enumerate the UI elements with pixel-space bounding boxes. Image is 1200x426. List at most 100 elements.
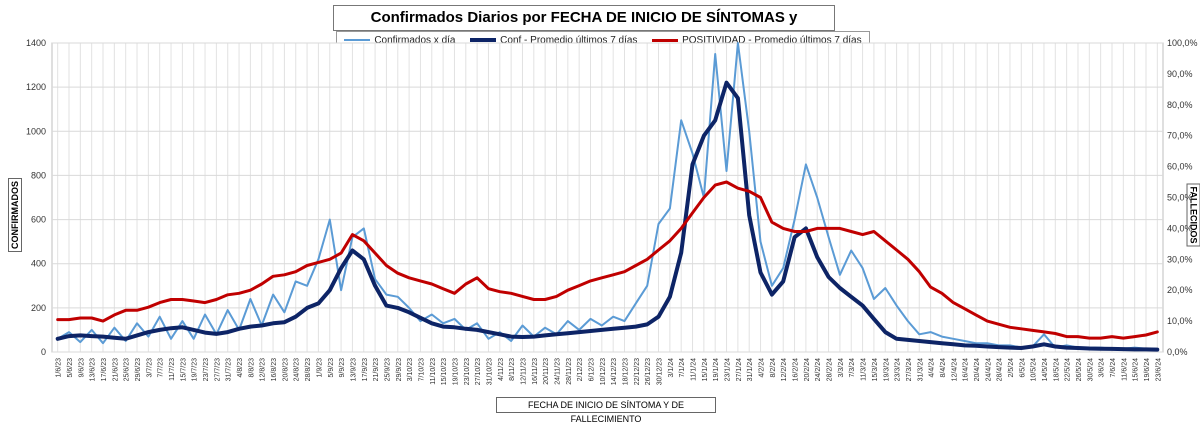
- x-tick-label: 27/10/23: [475, 358, 482, 385]
- x-tick-label: 12/11/23: [520, 358, 527, 385]
- x-tick-label: 4/4/24: [929, 358, 936, 378]
- x-tick-label: 16/2/24: [793, 358, 800, 381]
- x-tick-label: 7/1/24: [679, 358, 686, 378]
- x-tick-label: 26/12/23: [645, 358, 652, 385]
- x-tick-label: 11/6/24: [1121, 358, 1128, 381]
- x-tick-label: 20/11/23: [543, 358, 550, 385]
- x-tick-label: 16/11/23: [532, 358, 539, 385]
- x-tick-label: 29/6/23: [135, 358, 142, 381]
- x-tick-label: 19/10/23: [452, 358, 459, 385]
- legend-item-promedio: Conf - Promedio últimos 7 días: [470, 35, 637, 46]
- legend-label-confirmados: Confirmados x día: [374, 34, 456, 46]
- y-tick-label: 200: [31, 303, 46, 313]
- x-tick-label: 28/4/24: [997, 358, 1004, 381]
- y2-tick-label: 90,0%: [1167, 69, 1193, 79]
- x-tick-label: 16/4/24: [963, 358, 970, 381]
- x-tick-label: 27/1/24: [736, 358, 743, 381]
- y2-tick-label: 30,0%: [1167, 254, 1193, 264]
- x-tick-label: 7/6/24: [1110, 358, 1117, 378]
- x-tick-label: 2/12/23: [577, 358, 584, 381]
- y2-tick-label: 0,0%: [1167, 347, 1188, 357]
- x-tick-label: 12/2/24: [781, 358, 788, 381]
- x-tick-label: 8/2/24: [770, 358, 777, 378]
- series-line-promedio: [55, 80, 1160, 352]
- x-tick-label: 12/8/23: [260, 358, 267, 381]
- x-tick-label: 23/3/24: [895, 358, 902, 381]
- x-tick-label: 3/10/23: [407, 358, 414, 381]
- y-tick-label: 600: [31, 215, 46, 225]
- y-tick-label: 400: [31, 259, 46, 269]
- legend-label-positividad: POSITIVIDAD - Promedio últimos 7 días: [682, 34, 862, 46]
- x-tick-label: 18/5/24: [1053, 358, 1060, 381]
- legend-swatch-positividad: [652, 38, 679, 42]
- x-tick-label: 28/11/23: [566, 358, 573, 385]
- x-tick-label: 5/6/23: [67, 358, 74, 378]
- x-tick-label: 19/7/23: [192, 358, 199, 381]
- x-tick-label: 28/8/23: [305, 358, 312, 381]
- x-tick-label: 11/1/24: [691, 358, 698, 381]
- x-tick-label: 24/11/23: [554, 358, 561, 385]
- x-tick-label: 11/10/23: [430, 358, 437, 385]
- y2-tick-label: 80,0%: [1167, 100, 1193, 110]
- x-tick-label: 6/5/24: [1019, 358, 1026, 378]
- x-tick-label: 25/9/23: [384, 358, 391, 381]
- x-tick-label: 14/12/23: [611, 358, 618, 385]
- x-tick-label: 31/3/24: [917, 358, 924, 381]
- x-tick-label: 11/7/23: [169, 358, 176, 381]
- x-tick-label: 20/2/24: [804, 358, 811, 381]
- y2-tick-label: 10,0%: [1167, 316, 1193, 326]
- legend-swatch-promedio: [470, 38, 497, 42]
- x-tick-label: 17/9/23: [362, 358, 369, 381]
- x-tick-label: 27/7/23: [214, 358, 221, 381]
- x-tick-label: 24/8/23: [294, 358, 301, 381]
- x-tick-label: 7/10/23: [418, 358, 425, 381]
- x-tick-label: 22/5/24: [1065, 358, 1072, 381]
- x-tick-label: 15/3/24: [872, 358, 879, 381]
- x-tick-label: 16/8/23: [271, 358, 278, 381]
- x-tick-label: 8/11/23: [509, 358, 516, 381]
- y-tick-label: 1000: [26, 126, 46, 136]
- x-tick-label: 8/8/23: [248, 358, 255, 378]
- x-axis-title: FECHA DE INICIO DE SÍNTOMA Y DE FALLECIM…: [496, 397, 716, 424]
- x-tick-label: 8/4/24: [940, 358, 947, 378]
- x-tick-label: 24/2/24: [815, 358, 822, 381]
- x-tick-label: 22/12/23: [634, 358, 641, 385]
- x-tick-label: 3/1/24: [668, 358, 675, 378]
- x-tick-label: 2/5/24: [1008, 358, 1015, 378]
- legend-item-positividad: POSITIVIDAD - Promedio últimos 7 días: [652, 35, 862, 46]
- x-tick-label: 19/1/24: [713, 358, 720, 381]
- x-tick-label: 21/6/23: [112, 358, 119, 381]
- x-tick-label: 3/3/24: [838, 358, 845, 378]
- x-tick-label: 30/12/23: [657, 358, 664, 385]
- x-tick-label: 19/6/24: [1144, 358, 1151, 381]
- x-tick-label: 23/10/23: [464, 358, 471, 385]
- x-tick-label: 1/6/23: [56, 358, 63, 378]
- x-tick-label: 20/4/24: [974, 358, 981, 381]
- x-tick-label: 26/5/24: [1076, 358, 1083, 381]
- x-tick-label: 18/12/23: [623, 358, 630, 385]
- y-tick-label: 0: [41, 347, 46, 357]
- legend-swatch-confirmados: [344, 39, 371, 41]
- x-tick-label: 9/6/23: [78, 358, 85, 378]
- x-tick-label: 30/5/24: [1087, 358, 1094, 381]
- y-tick-label: 800: [31, 170, 46, 180]
- x-tick-label: 29/9/23: [396, 358, 403, 381]
- legend-label-promedio: Conf - Promedio últimos 7 días: [500, 34, 638, 46]
- x-tick-label: 23/1/24: [725, 358, 732, 381]
- y2-tick-label: 60,0%: [1167, 162, 1193, 172]
- x-tick-label: 3/7/23: [146, 358, 153, 378]
- x-tick-label: 15/6/24: [1133, 358, 1140, 381]
- x-tick-label: 23/7/23: [203, 358, 210, 381]
- y2-tick-label: 20,0%: [1167, 285, 1193, 295]
- x-tick-label: 31/1/24: [747, 358, 754, 381]
- x-tick-label: 17/6/23: [101, 358, 108, 381]
- y2-tick-label: 70,0%: [1167, 131, 1193, 141]
- plot-area: [51, 42, 1164, 353]
- x-tick-label: 24/4/24: [985, 358, 992, 381]
- x-tick-label: 9/9/23: [339, 358, 346, 378]
- x-tick-label: 11/3/24: [861, 358, 868, 381]
- y-tick-label: 1200: [26, 82, 46, 92]
- x-tick-label: 15/7/23: [180, 358, 187, 381]
- x-tick-label: 4/11/23: [498, 358, 505, 381]
